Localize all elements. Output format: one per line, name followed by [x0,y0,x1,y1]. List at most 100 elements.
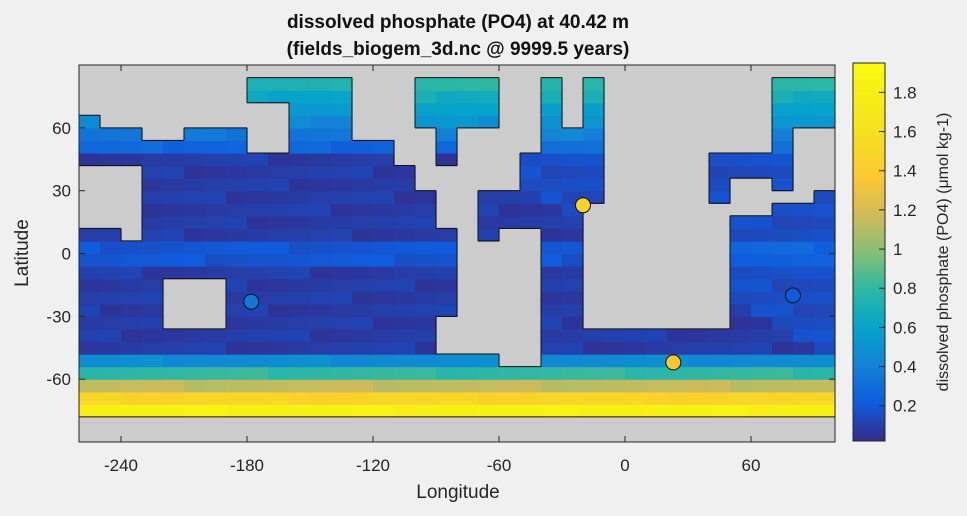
ocean-cell [646,366,668,380]
ocean-cell [331,140,353,154]
ocean-cell [142,316,164,330]
ocean-cell [163,165,185,179]
ocean-cell [814,190,836,204]
ocean-cell [268,203,290,217]
ocean-cell [331,266,353,280]
ocean-cell [163,203,185,217]
ocean-cell [772,278,794,292]
ocean-cell [814,366,836,380]
ocean-cell [310,140,332,154]
ocean-cell [415,215,437,229]
ocean-cell [646,341,668,355]
ocean-cell [184,178,206,192]
ocean-cell [289,140,311,154]
ocean-cell [142,379,164,393]
ocean-cell [667,404,689,418]
ocean-cell [289,391,311,405]
y-tick-label: -30 [46,307,71,326]
ocean-cell [268,190,290,204]
ocean-cell [646,354,668,368]
ocean-cell [772,215,794,229]
ocean-cell [583,404,605,418]
ocean-cell [247,90,269,104]
ocean-cell [184,253,206,267]
ocean-cell [415,341,437,355]
ocean-cell [583,140,605,154]
ocean-cell [688,366,710,380]
ocean-cell [730,341,752,355]
ocean-cell [163,354,185,368]
ocean-cell [730,215,752,229]
ocean-cell [163,153,185,167]
ocean-cell [310,341,332,355]
ocean-cell [751,316,773,330]
ocean-cell [436,140,458,154]
ocean-cell [478,190,500,204]
ocean-cell [142,303,164,317]
ocean-cell [331,215,353,229]
ocean-cell [205,391,227,405]
ocean-cell [415,303,437,317]
ocean-cell [373,266,395,280]
ocean-cell [562,266,584,280]
ocean-cell [79,228,101,242]
ocean-cell [436,278,458,292]
ocean-cell [730,303,752,317]
ocean-cell [121,379,143,393]
ocean-cell [793,90,815,104]
ocean-cell [205,178,227,192]
ocean-cell [100,140,122,154]
ocean-cell [793,328,815,343]
ocean-cell [415,203,437,217]
ocean-cell [226,203,248,217]
ocean-cell [478,115,500,129]
ocean-cell [247,228,269,242]
ocean-cell [226,379,248,393]
ocean-cell [415,354,437,368]
ocean-cell [121,391,143,405]
ocean-cell [289,178,311,192]
ocean-cell [772,240,794,255]
ocean-cell [373,190,395,204]
y-axis-label: Latitude [12,219,33,287]
ocean-cell [310,354,332,368]
ocean-cell [415,328,437,343]
ocean-cell [562,228,584,242]
ocean-cell [520,404,542,418]
x-axis-ticks: -240 -180 -120 -60 0 60 [104,65,760,475]
ocean-cell [772,102,794,116]
ocean-cell [457,115,479,129]
ocean-cell [562,165,584,179]
ocean-cell [310,153,332,167]
ocean-cell [100,240,122,255]
ocean-cell [499,215,521,229]
ocean-cell [415,366,437,380]
ocean-cell [562,354,584,368]
ocean-cell [793,379,815,393]
ocean-cell [436,240,458,255]
ocean-cell [331,115,353,129]
y-tick-label: 60 [52,119,71,138]
ocean-cell [709,341,731,355]
ocean-cell [394,190,416,204]
ocean-cell [373,215,395,229]
ocean-cell [793,240,815,255]
ocean-cell [562,341,584,355]
ocean-cell [331,291,353,305]
ocean-cell [793,278,815,292]
ocean-cell [373,165,395,179]
ocean-cell [121,278,143,292]
ocean-cell [163,379,185,393]
observation-marker [243,293,260,310]
ocean-cell [709,190,731,204]
ocean-cell [562,328,584,343]
ocean-cell [289,266,311,280]
ocean-cell [289,165,311,179]
ocean-cell [226,366,248,380]
ocean-cell [142,178,164,192]
ocean-cell [793,215,815,229]
ocean-cell [457,77,479,91]
ocean-cell [772,379,794,393]
colorbar-gradient [852,62,886,442]
ocean-cell [436,404,458,418]
